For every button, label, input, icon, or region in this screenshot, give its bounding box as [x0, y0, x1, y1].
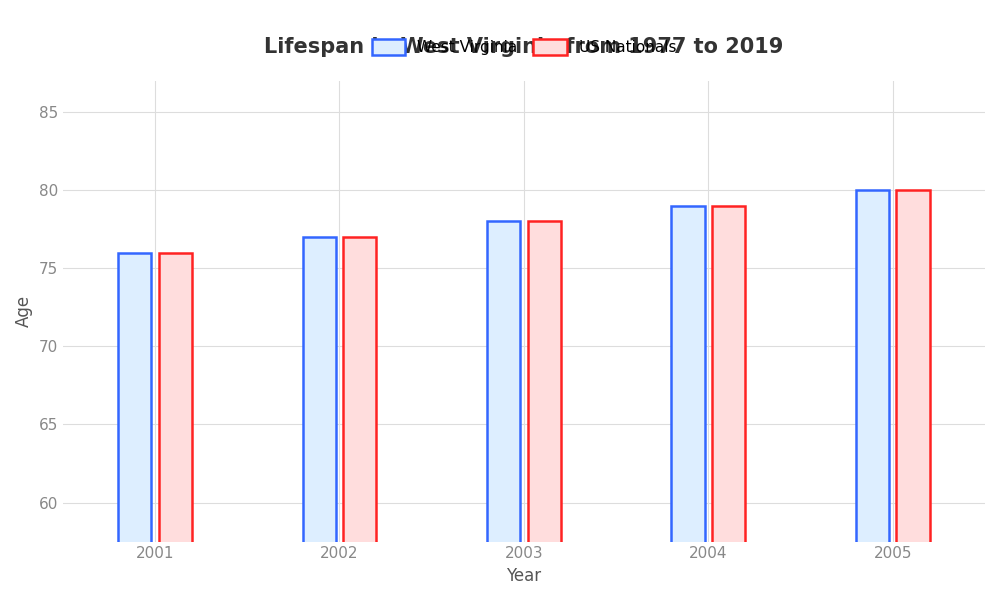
Bar — [712, 206, 745, 600]
Bar — [856, 190, 889, 600]
Bar — [528, 221, 561, 600]
Bar — [343, 237, 376, 600]
Bar — [118, 253, 151, 600]
Bar — [487, 221, 520, 600]
Bar — [896, 190, 930, 600]
X-axis label: Year: Year — [506, 567, 541, 585]
Bar — [303, 237, 336, 600]
Legend: West Virginia, US Nationals: West Virginia, US Nationals — [365, 33, 682, 61]
Y-axis label: Age: Age — [15, 295, 33, 327]
Bar — [671, 206, 705, 600]
Bar — [159, 253, 192, 600]
Title: Lifespan in West Virginia from 1977 to 2019: Lifespan in West Virginia from 1977 to 2… — [264, 37, 784, 57]
